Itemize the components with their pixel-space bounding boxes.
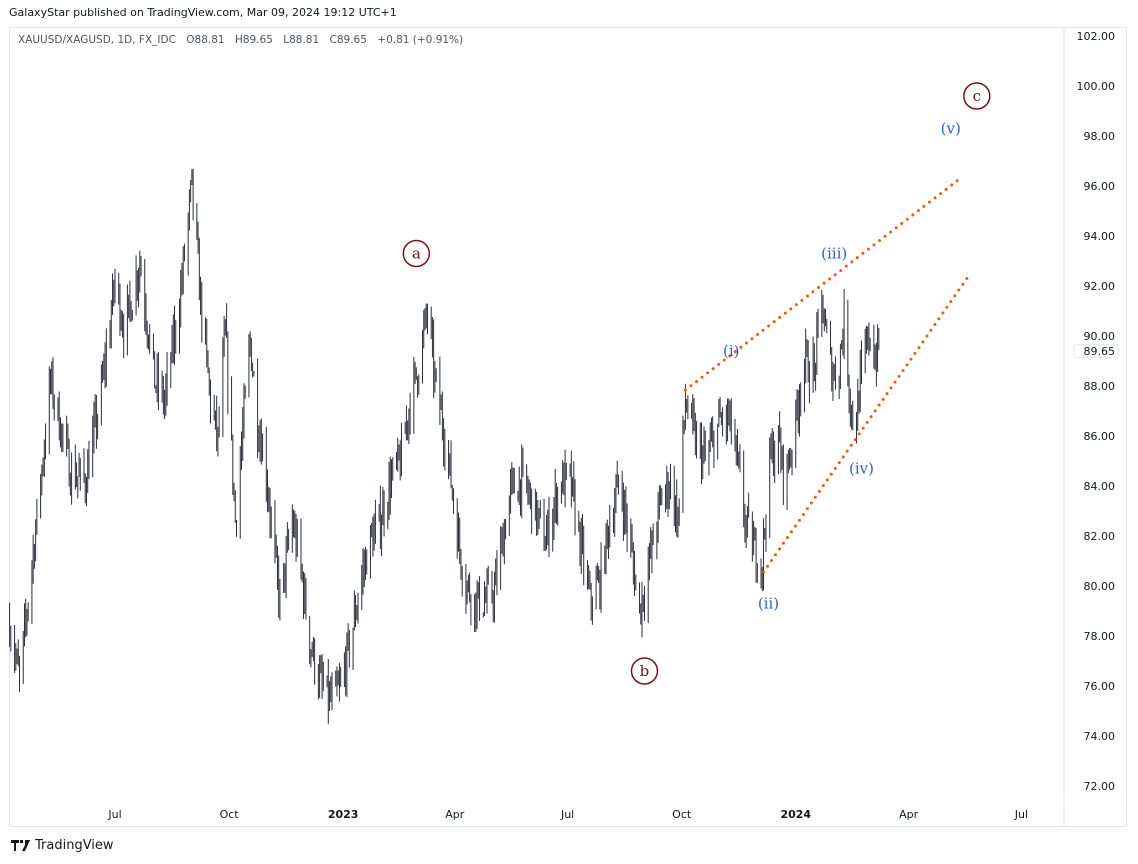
time-tick-label: Apr: [445, 808, 465, 821]
wave-label-i: (i): [723, 342, 740, 360]
price-tick-label: 84.00: [1084, 480, 1116, 493]
time-axis[interactable]: Jul Oct 2023 Apr Jul Oct 2024 Apr Jul: [10, 799, 1127, 821]
chart-pane[interactable]: [9, 27, 1127, 827]
high-value: H89.65: [234, 34, 273, 46]
trendlines[interactable]: [683, 178, 973, 574]
open-value: O88.81: [186, 34, 225, 46]
price-tick-label: 72.00: [1084, 780, 1116, 793]
wave-label-a: a: [412, 245, 421, 263]
price-tick-label: 96.00: [1084, 180, 1116, 193]
wave-labels: a b c (i) (ii) (iii) (iv) (v): [402, 82, 991, 685]
price-axis[interactable]: 102.00 100.00 98.00 96.00 94.00 92.00 90.00 88.…: [1063, 28, 1119, 826]
lower-wedge-line: [762, 271, 973, 574]
wave-label-circle: [402, 239, 431, 268]
time-tick-label: 2023: [328, 808, 359, 821]
close-value: C89.65: [329, 34, 367, 46]
wave-label-v: (v): [941, 120, 961, 138]
price-tick-label: 98.00: [1084, 130, 1116, 143]
symbol-legend: XAUUSD/XAGUSD, 1D, FX_IDC O88.81 H89.65 …: [18, 34, 470, 46]
last-price-label: 89.65: [1084, 345, 1116, 358]
last-price-box: [1073, 344, 1119, 358]
time-tick-label: 2024: [780, 808, 811, 821]
price-tick-label: 78.00: [1084, 630, 1116, 643]
time-tick-label: Jul: [560, 808, 574, 821]
low-value: L88.81: [283, 34, 320, 46]
symbol-name[interactable]: XAUUSD/XAGUSD, 1D, FX_IDC: [18, 34, 176, 46]
price-bars: [9, 168, 880, 725]
time-tick-label: Jul: [107, 808, 121, 821]
publisher-info: GalaxyStar published on TradingView.com,…: [9, 6, 397, 19]
time-tick-label: Jul: [1014, 808, 1028, 821]
price-tick-label: 74.00: [1084, 730, 1116, 743]
price-tick-label: 82.00: [1084, 530, 1116, 543]
price-tick-label: 90.00: [1084, 330, 1116, 343]
price-tick-label: 86.00: [1084, 430, 1116, 443]
tradingview-logo-icon: [11, 840, 30, 851]
wave-label-ii: (ii): [758, 595, 779, 613]
wave-label-iii: (iii): [821, 245, 847, 263]
brand-name: TradingView: [35, 838, 114, 853]
time-tick-label: Apr: [899, 808, 919, 821]
price-tick-label: 88.00: [1084, 380, 1116, 393]
time-tick-label: Oct: [220, 808, 240, 821]
price-tick-label: 76.00: [1084, 680, 1116, 693]
wave-label-b: b: [640, 662, 650, 680]
price-tick-label: 94.00: [1084, 230, 1116, 243]
wave-label-iv: (iv): [849, 460, 874, 478]
wave-label-circle: [963, 82, 991, 110]
time-tick-label: Oct: [672, 808, 692, 821]
price-tick-label: 92.00: [1084, 280, 1116, 293]
upper-wedge-line: [683, 178, 960, 392]
wave-label-c: c: [973, 87, 981, 105]
tradingview-brand[interactable]: TradingView: [11, 838, 114, 853]
change-value: +0.81 (+0.91%): [377, 34, 464, 46]
price-tick-label: 102.00: [1077, 30, 1116, 43]
price-tick-label: 100.00: [1077, 80, 1116, 93]
price-tick-label: 80.00: [1084, 580, 1116, 593]
wave-label-circle: [630, 657, 659, 685]
